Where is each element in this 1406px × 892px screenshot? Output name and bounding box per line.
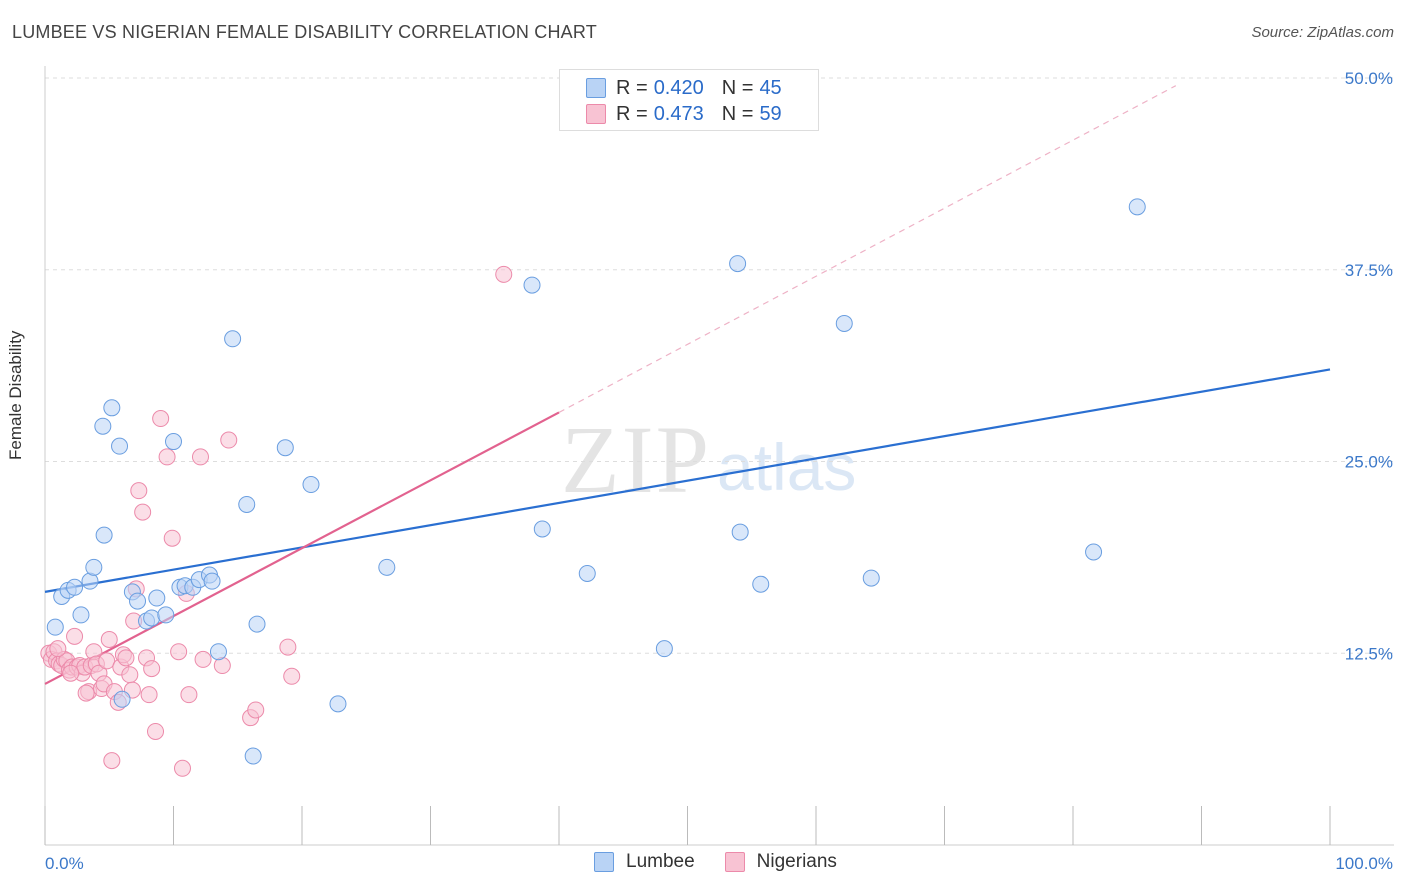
nigerian-point xyxy=(495,265,513,283)
legend-swatch-lumbee xyxy=(586,78,606,98)
lumbee-point xyxy=(157,606,175,624)
lumbee-point xyxy=(148,589,166,607)
nigerian-point xyxy=(117,649,135,667)
legend-row-nigerians: R = 0.473 N = 59 xyxy=(586,102,782,126)
legend-item-nigerians[interactable]: Nigerians xyxy=(724,851,837,873)
lumbee-point xyxy=(862,569,880,587)
watermark: ZIP atlas xyxy=(561,406,856,513)
lumbee-point xyxy=(111,437,129,455)
legend-r-label: R = xyxy=(616,102,648,125)
legend-r-value: 0.473 xyxy=(653,102,704,125)
legend-n-label: N = xyxy=(721,102,754,125)
nigerian-point xyxy=(173,759,191,777)
y-tick-label: 50.0% xyxy=(1345,69,1393,88)
nigerian-point xyxy=(194,650,212,668)
lumbee-point xyxy=(165,433,182,451)
lumbee-point xyxy=(729,255,747,273)
lumbee-point xyxy=(523,276,541,294)
stats-legend: R = 0.420 N = 45 R = 0.473 N = 59 xyxy=(559,69,819,131)
legend-swatch-lumbee xyxy=(594,852,614,872)
nigerian-trend-extension xyxy=(558,85,1177,413)
lumbee-point xyxy=(66,578,84,596)
legend-n-value: 45 xyxy=(759,76,782,99)
nigerian-point xyxy=(191,448,209,466)
lumbee-point xyxy=(731,523,749,541)
lumbee-point xyxy=(835,314,853,332)
y-tick-label: 12.5% xyxy=(1345,644,1393,663)
legend-n-value: 59 xyxy=(759,102,782,125)
nigerian-point xyxy=(130,482,148,500)
series-legend: Lumbee Nigerians xyxy=(594,851,867,873)
lumbee-point xyxy=(85,558,103,576)
legend-r-label: R = xyxy=(616,76,648,99)
nigerian-point xyxy=(163,529,181,547)
nigerian-point xyxy=(77,684,95,702)
lumbee-point xyxy=(1085,543,1103,561)
lumbee-point xyxy=(578,564,596,582)
x-tick-label: 100.0% xyxy=(1335,854,1393,873)
lumbee-point xyxy=(752,575,770,593)
nigerian-point xyxy=(279,638,297,656)
lumbee-point xyxy=(378,558,396,576)
nigerian-point xyxy=(283,667,301,685)
nigerian-point xyxy=(247,701,265,719)
lumbee-point xyxy=(103,399,121,417)
nigerian-point xyxy=(140,686,158,704)
nigerian-point xyxy=(134,503,152,521)
nigerian-point xyxy=(143,660,161,678)
lumbee-point xyxy=(94,417,112,435)
nigerian-point xyxy=(220,431,238,449)
nigerian-point xyxy=(62,664,80,682)
lumbee-trend-line xyxy=(44,368,1331,593)
legend-label-lumbee: Lumbee xyxy=(626,851,695,872)
lumbee-point xyxy=(113,690,131,708)
legend-r-value: 0.420 xyxy=(653,76,704,99)
lumbee-point xyxy=(143,609,161,627)
lumbee-point xyxy=(533,520,551,538)
x-tick-label: 0.0% xyxy=(45,854,84,873)
lumbee-point xyxy=(224,330,242,348)
lumbee-point xyxy=(72,606,90,624)
nigerian-point xyxy=(98,652,116,670)
lumbee-point xyxy=(655,640,673,658)
nigerian-point xyxy=(158,448,176,466)
lumbee-point xyxy=(238,495,256,513)
lumbee-point xyxy=(248,615,266,633)
chart-title: LUMBEE VS NIGERIAN FEMALE DISABILITY COR… xyxy=(12,22,597,42)
lumbee-point xyxy=(95,526,113,544)
nigerian-point xyxy=(180,686,198,704)
y-tick-label: 25.0% xyxy=(1345,453,1393,472)
nigerian-point xyxy=(147,722,165,740)
legend-row-lumbee: R = 0.420 N = 45 xyxy=(586,76,782,100)
nigerian-point xyxy=(100,630,118,648)
lumbee-point xyxy=(1128,198,1146,216)
lumbee-point xyxy=(244,747,262,765)
y-tick-label: 37.5% xyxy=(1345,261,1393,280)
lumbee-point xyxy=(129,592,147,610)
nigerian-trend-line xyxy=(44,411,560,685)
watermark-zip: ZIP xyxy=(561,406,711,513)
nigerian-point xyxy=(103,752,121,770)
source-credit: Source: ZipAtlas.com xyxy=(1251,24,1394,41)
nigerian-point xyxy=(66,627,84,645)
lumbee-point xyxy=(329,695,347,713)
legend-swatch-nigerians xyxy=(586,104,606,124)
lumbee-point xyxy=(203,572,221,590)
legend-n-label: N = xyxy=(721,76,754,99)
lumbee-point xyxy=(302,476,320,494)
nigerian-point xyxy=(170,643,188,661)
lumbee-point xyxy=(276,439,294,457)
nigerian-point xyxy=(152,410,170,428)
nigerian-point xyxy=(121,666,139,684)
lumbee-point xyxy=(46,618,64,636)
legend-swatch-nigerians xyxy=(724,852,745,872)
legend-item-lumbee[interactable]: Lumbee xyxy=(594,851,695,873)
legend-label-nigerians: Nigerians xyxy=(756,851,837,872)
watermark-atlas: atlas xyxy=(717,430,856,504)
lumbee-point xyxy=(209,643,227,661)
nigerian-point xyxy=(49,640,67,658)
